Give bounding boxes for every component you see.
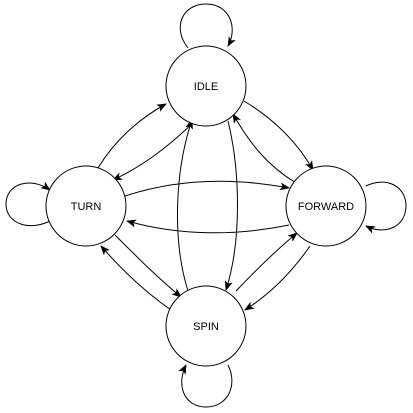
state-idle-circle <box>165 45 247 127</box>
state-spin: SPIN <box>165 285 247 367</box>
transition-turn-to-forward <box>124 180 290 197</box>
state-idle: IDLE <box>165 45 247 127</box>
transition-turn-to-idle <box>97 103 167 169</box>
state-turn-label: TURN <box>71 201 102 213</box>
state-forward: FORWARD <box>285 165 367 247</box>
transition-idle-to-turn <box>112 120 196 181</box>
state-spin-circle <box>165 285 247 367</box>
transition-spin-to-idle <box>177 119 193 292</box>
transition-turn-to-spin <box>114 234 182 298</box>
transition-idle-to-forward <box>243 100 314 171</box>
transition-spin-to-turn <box>100 245 172 311</box>
transition-forward-to-spin <box>244 245 311 311</box>
transition-forward-to-turn <box>126 219 290 234</box>
transition-forward-self-loop <box>365 181 407 234</box>
transition-spin-to-forward <box>235 232 298 292</box>
transition-spin-self-loop <box>178 364 233 408</box>
transition-turn-self-loop <box>5 181 53 227</box>
state-spin-label: SPIN <box>193 321 219 333</box>
state-forward-label: FORWARD <box>298 201 354 213</box>
state-turn: TURN <box>45 165 127 247</box>
state-idle-label: IDLE <box>194 81 218 93</box>
transition-idle-self-loop <box>179 3 236 49</box>
transition-forward-to-idle <box>232 113 297 184</box>
transition-idle-to-spin <box>224 120 238 291</box>
state-turn-circle <box>45 165 127 247</box>
state-forward-circle <box>285 165 367 247</box>
